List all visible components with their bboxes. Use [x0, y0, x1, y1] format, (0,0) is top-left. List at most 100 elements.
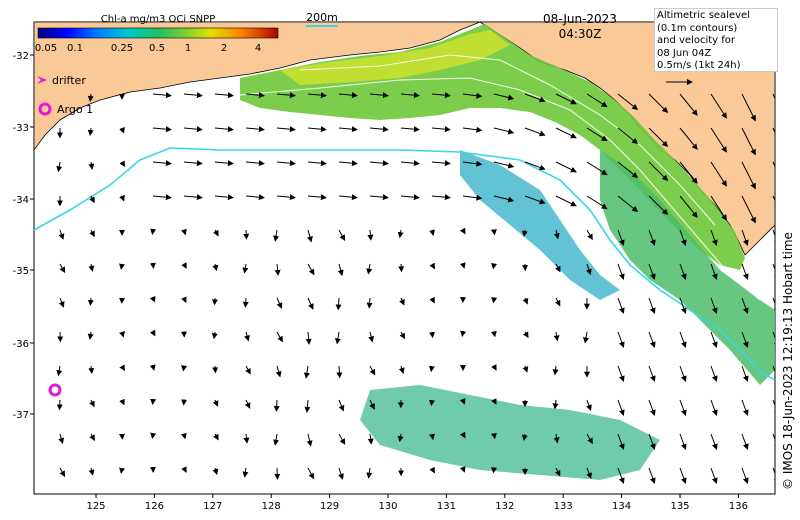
velocity-arrow [772, 433, 775, 450]
velocity-arrow [276, 194, 296, 201]
velocity-arrow [273, 229, 280, 242]
velocity-arrow [679, 297, 687, 314]
velocity-arrow [710, 229, 718, 246]
velocity-arrow [617, 467, 625, 484]
velocity-arrow [462, 92, 483, 99]
colorbar: Chl-a mg/m3 OCi SNPP 0.05 0.1 0.25 0.5 1 2 4 [35, 14, 279, 54]
sealevel-contour [239, 77, 761, 301]
velocity-arrow [338, 399, 345, 412]
velocity-arrow [772, 263, 775, 280]
velocity-arrow [491, 398, 497, 405]
velocity-arrow [303, 365, 310, 379]
velocity-arrow [276, 297, 283, 309]
velocity-arrow [338, 229, 346, 241]
velocity-arrow [524, 161, 546, 171]
velocity-arrow [58, 297, 65, 308]
velocity-arrow [490, 432, 497, 440]
velocity-arrow [521, 229, 528, 237]
velocity-arrow [242, 263, 249, 274]
velocity-arrow [648, 433, 656, 450]
credit-text: © IMOS 18-Jun-2023 12:19:13 Hobart time [781, 232, 795, 490]
chl-south-patch [360, 385, 660, 480]
velocity-arrow [493, 93, 515, 101]
sealevel-contour [299, 54, 716, 226]
velocity-arrow [617, 399, 625, 416]
velocity-arrow [772, 331, 775, 348]
velocity-arrow [617, 195, 639, 213]
velocity-arrow [491, 467, 498, 474]
velocity-arrow [648, 161, 669, 182]
velocity-arrow [741, 195, 756, 224]
velocity-arrow [648, 93, 669, 114]
velocity-arrow [741, 229, 749, 246]
velocity-arrow [119, 194, 125, 202]
velocity-arrow [276, 92, 296, 99]
velocity-arrow [553, 331, 560, 342]
velocity-arrow [366, 467, 373, 479]
velocity-arrow [462, 160, 483, 167]
velocity-arrow [555, 127, 577, 139]
velocity-arrows [56, 92, 775, 484]
velocity-arrow [586, 433, 593, 445]
velocity-arrow [648, 127, 669, 148]
velocity-arrow [617, 331, 625, 348]
velocity-arrow [243, 433, 250, 444]
velocity-arrow [214, 126, 234, 133]
velocity-arrow [87, 331, 94, 340]
velocity-arrow [88, 161, 95, 170]
velocity-arrow [211, 331, 218, 340]
velocity-arrow [429, 466, 435, 474]
lat-tick-label: -34 [13, 195, 29, 206]
velocity-arrow [334, 331, 341, 345]
velocity-arrow [214, 160, 234, 167]
velocity-arrow [710, 331, 718, 348]
velocity-arrow [183, 194, 203, 201]
velocity-arrow [307, 297, 314, 310]
velocity-arrow [307, 229, 313, 243]
time-line: 04:30Z [558, 27, 602, 41]
date-line: 08-Jun-2023 [543, 12, 617, 26]
velocity-arrow [772, 399, 775, 416]
velocity-arrow [710, 365, 718, 382]
velocity-arrow [183, 160, 203, 167]
velocity-arrow [211, 297, 218, 306]
argo-marker[interactable] [48, 383, 62, 397]
velocity-arrow [397, 433, 404, 443]
velocity-arrow [397, 229, 404, 239]
lon-tick-label: 128 [262, 501, 281, 512]
velocity-arrow [462, 194, 483, 201]
velocity-arrow [338, 433, 346, 445]
velocity-arrow [522, 331, 529, 339]
velocity-arrow [119, 160, 126, 168]
velocity-arrow [338, 126, 358, 133]
velocity-arrow [679, 127, 698, 150]
velocity-arrow [307, 194, 327, 201]
velocity-arrow [243, 229, 250, 240]
velocity-arrow [149, 262, 156, 269]
velocity-arrow [149, 329, 156, 337]
velocity-arrow [89, 433, 95, 441]
velocity-arrow [679, 365, 687, 382]
velocity-arrow [524, 127, 546, 137]
velocity-arrow [399, 297, 405, 306]
velocity-arrow [307, 467, 315, 480]
lon-tick-label: 130 [378, 501, 397, 512]
lon-tick-label: 136 [729, 501, 748, 512]
velocity-arrow [679, 433, 687, 450]
colorbar-tick-label: 0.5 [149, 43, 165, 54]
velocity-arrow [679, 229, 687, 246]
velocity-arrow [741, 127, 756, 156]
velocity-arrow [338, 160, 358, 167]
velocity-arrow [214, 194, 234, 201]
velocity-arrow [366, 263, 373, 275]
velocity-arrow [710, 127, 727, 153]
velocity-arrow [555, 263, 561, 273]
velocity-arrow [524, 93, 546, 103]
velocity-arrow [368, 331, 375, 343]
velocity-arrow [150, 432, 157, 439]
velocity-arrow [181, 262, 187, 269]
velocity-arrow [586, 399, 592, 412]
velocity-arrow [679, 263, 687, 280]
velocity-arrow [276, 331, 283, 343]
velocity-arrow [741, 399, 749, 416]
